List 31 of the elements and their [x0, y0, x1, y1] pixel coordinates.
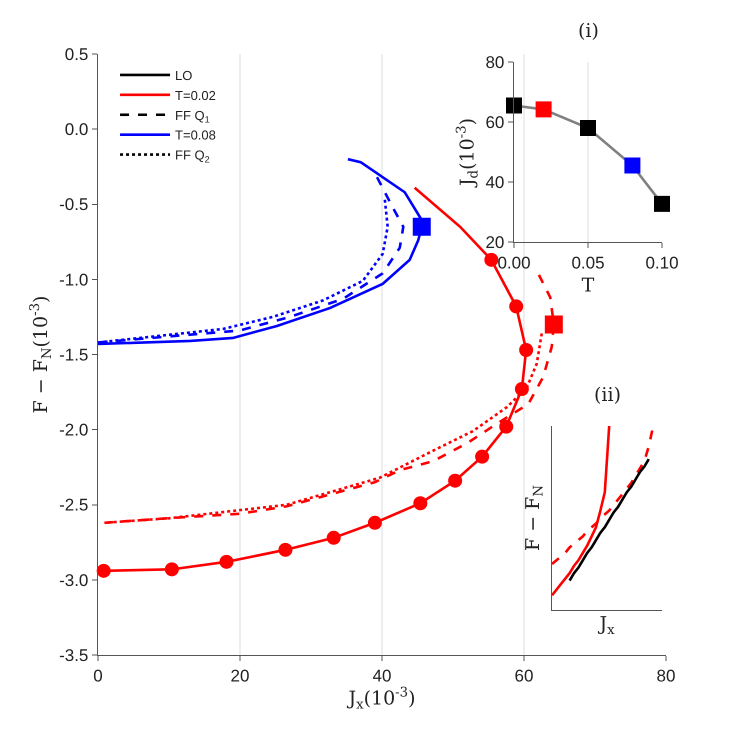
legend-label: LO	[175, 68, 192, 84]
y-tick-label: -1.0	[59, 270, 88, 290]
x-tick-label: 80	[656, 666, 676, 686]
x-tick-label: 20	[230, 666, 250, 686]
y-tick-label: -1.5	[59, 345, 88, 364]
y-tick-label: 40	[485, 172, 504, 192]
x-axis-title: J$_{x}$(10$^{-3}$)	[346, 686, 416, 713]
x-tick-label: 0.00	[497, 254, 531, 273]
y-tick-label: 0.0	[64, 120, 88, 140]
x-tick-label: 0.05	[571, 254, 605, 273]
x-tick-label: 40	[372, 666, 392, 686]
y-tick-label: -2.0	[59, 420, 88, 440]
legend-label: FF Q$_{2}$	[175, 148, 210, 164]
x-axis-title: J$_{x}$	[597, 612, 616, 638]
x-axis-title: T	[582, 274, 595, 296]
y-tick-label: 60	[485, 112, 504, 132]
chart-title: (ii)	[594, 384, 621, 406]
y-tick-label: -3.0	[59, 570, 88, 590]
y-tick-label: 0.5	[64, 44, 88, 64]
legend-label: FF Q$_{1}$	[175, 108, 210, 125]
y-tick-label: -2.5	[59, 496, 88, 515]
x-tick-label: 0.10	[645, 254, 679, 273]
chart-title: (i)	[578, 20, 599, 42]
y-tick-label: -0.5	[59, 195, 88, 214]
y-tick-label: -3.5	[59, 646, 88, 665]
y-tick-label: 20	[485, 232, 504, 252]
legend-label: T=0.02	[175, 88, 216, 103]
y-tick-label: 80	[485, 52, 504, 72]
legend-label: T=0.08	[175, 128, 216, 143]
x-tick-label: 60	[514, 666, 534, 686]
x-tick-label: 0	[93, 666, 103, 686]
